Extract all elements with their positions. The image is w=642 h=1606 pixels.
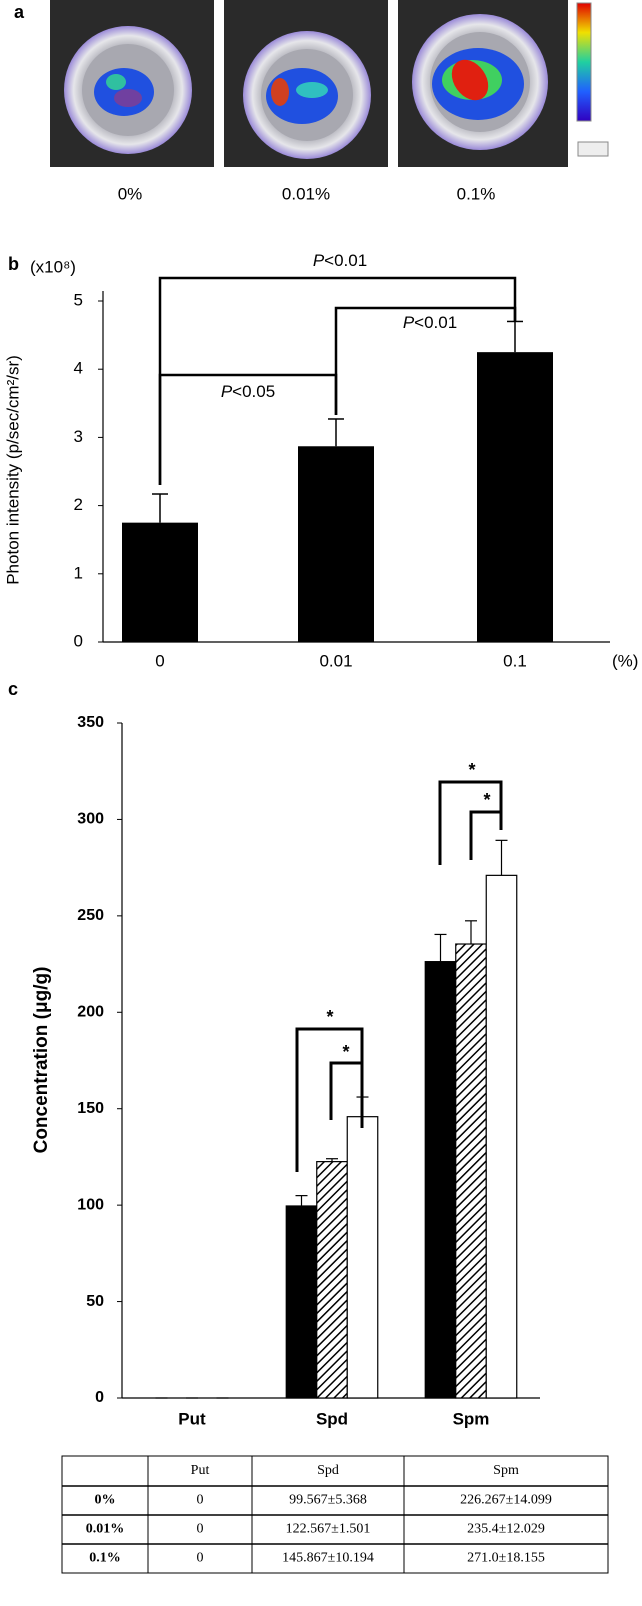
multiplier: (x10⁸) <box>30 257 76 276</box>
significance-bracket <box>329 1061 364 1128</box>
y-tick-label: 4 <box>74 359 83 378</box>
table-cell: 122.567±1.501 <box>286 1522 371 1537</box>
y-tick-label: 1 <box>74 563 83 582</box>
table-cell: 0 <box>197 1551 204 1566</box>
x-tick-label: Spm <box>453 1409 490 1428</box>
table-cell: 99.567±5.368 <box>289 1493 367 1508</box>
significance-bracket <box>158 373 338 485</box>
image-caption: 0.01% <box>282 184 330 203</box>
table-cell: 235.4±12.029 <box>467 1522 545 1537</box>
bar <box>122 522 198 642</box>
y-tick-label: 3 <box>74 427 83 446</box>
y-tick-label: 0 <box>74 631 83 650</box>
annotation: * <box>468 760 475 780</box>
table-header: Spd <box>317 1463 339 1478</box>
table-cell: 145.867±10.194 <box>282 1551 374 1566</box>
significance-bracket <box>438 780 503 865</box>
y-tick-label: 300 <box>77 811 104 828</box>
annotation: P<0.01 <box>313 251 367 270</box>
bar <box>346 1116 379 1399</box>
y-tick-label: 5 <box>74 290 83 309</box>
table-cell: 226.267±14.099 <box>460 1493 552 1508</box>
bar <box>455 943 487 1399</box>
significance-bracket <box>469 810 503 860</box>
y-tick-label: 2 <box>74 495 83 514</box>
y-tick-label: 100 <box>77 1196 104 1213</box>
table-row-label: 0.1% <box>89 1551 121 1566</box>
chart-b: b (x10⁸) Photon intensity (p/sec/cm²/sr)… <box>3 254 638 671</box>
annotation: P<0.05 <box>221 382 275 401</box>
y-tick-label: 0 <box>95 1389 104 1406</box>
annotation: * <box>342 1042 349 1062</box>
bar <box>285 1205 318 1399</box>
x-tick-label: 0.01 <box>319 651 352 670</box>
x-tick-label: Put <box>178 1409 206 1428</box>
chart-c: c Concentration (μg/g) <box>8 679 52 1154</box>
y-tick-label: 50 <box>86 1293 104 1310</box>
table-row-label: 0% <box>95 1493 116 1508</box>
y-axis-label: Photon intensity (p/sec/cm²/sr) <box>3 355 22 585</box>
annotation: * <box>483 790 490 810</box>
annotation: P<0.01 <box>403 313 457 332</box>
bar <box>316 1161 348 1399</box>
y-tick-label: 150 <box>77 1100 104 1117</box>
image-caption: 0.1% <box>457 184 496 203</box>
y-tick-label: 250 <box>77 907 104 924</box>
x-tick-label: 0 <box>155 651 164 670</box>
x-tick-label: 0.1 <box>503 651 527 670</box>
y-axis-label: Concentration (μg/g) <box>31 967 52 1154</box>
panel-label: b <box>8 254 19 274</box>
bar <box>477 352 553 642</box>
table-cell: 0 <box>197 1493 204 1508</box>
image-caption: 0% <box>118 184 143 203</box>
table-cell: 271.0±18.155 <box>467 1551 545 1566</box>
annotation: * <box>326 1007 333 1027</box>
significance-bracket <box>334 306 517 415</box>
table-header: Spm <box>493 1463 519 1478</box>
x-unit-label: (%) <box>612 651 638 670</box>
bar <box>424 961 457 1399</box>
y-tick-label: 200 <box>77 1004 104 1021</box>
bar <box>298 446 374 642</box>
table-header: Put <box>191 1463 210 1478</box>
table-cell: 0 <box>197 1522 204 1537</box>
panel-label: a <box>14 2 25 22</box>
table-row-label: 0.01% <box>86 1522 125 1537</box>
panel-label: c <box>8 679 18 699</box>
y-tick-label: 350 <box>77 714 104 731</box>
x-tick-label: Spd <box>316 1409 348 1428</box>
bar <box>485 874 518 1399</box>
photo-panel <box>50 0 609 167</box>
